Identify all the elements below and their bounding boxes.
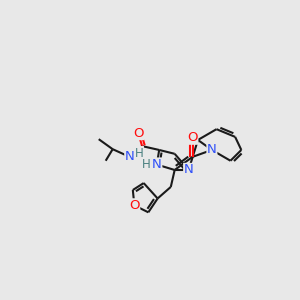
Text: H: H [142, 158, 150, 171]
Text: O: O [133, 127, 143, 140]
Text: N: N [125, 150, 135, 164]
Text: O: O [129, 199, 140, 212]
Text: N: N [184, 164, 194, 176]
Text: H: H [135, 146, 143, 160]
Text: N: N [152, 158, 162, 171]
Text: N: N [207, 143, 217, 157]
Text: O: O [187, 131, 198, 144]
